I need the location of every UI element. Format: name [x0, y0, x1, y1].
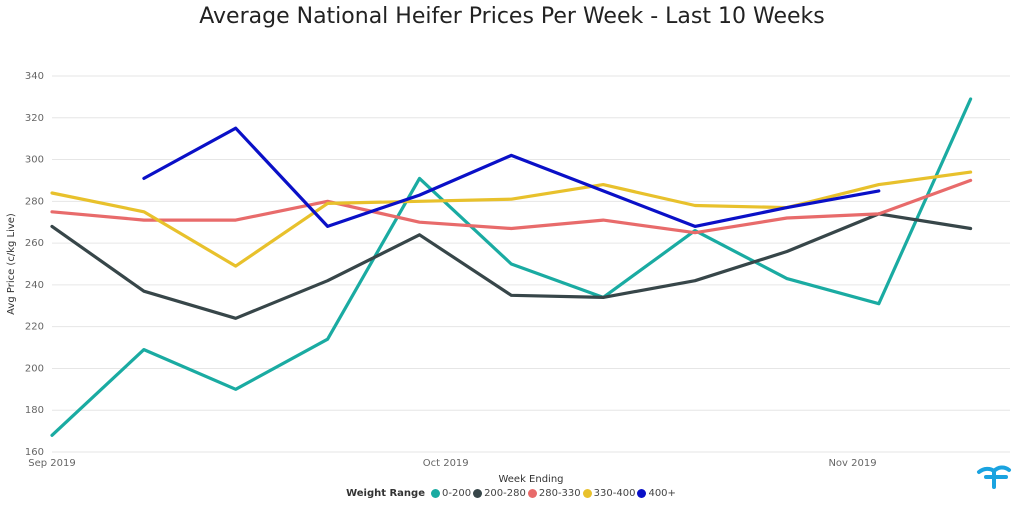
y-tick-label: 320: [25, 113, 44, 124]
legend-title: Weight Range: [346, 488, 425, 499]
y-tick-label: 160: [25, 447, 44, 458]
line-chart: 160 180 200 220 240 260 280 300 320 340 Sep 2019 Oc…: [6, 71, 1010, 485]
y-tick-label: 220: [25, 322, 44, 333]
legend-item-280-330[interactable]: 280-330: [527, 488, 581, 499]
legend-label: 200-280: [484, 488, 526, 499]
y-axis-title: Avg Price (c/kg Live): [6, 213, 17, 315]
y-tick-label: 300: [25, 155, 44, 166]
series-line-400+: [142, 126, 881, 228]
legend-label: 330-400: [593, 488, 636, 499]
series-line-280-330: [50, 178, 973, 235]
x-tick-label: Oct 2019: [423, 458, 469, 469]
legend-label: 280-330: [538, 488, 581, 499]
legend-marker: [637, 489, 647, 498]
y-tick-label: 180: [25, 405, 44, 416]
legend-marker: [431, 489, 440, 498]
legend-item-0-200[interactable]: 0-200: [431, 488, 471, 499]
chart-title: Average National Heifer Prices Per Week …: [199, 4, 825, 29]
y-tick-label: 280: [25, 196, 44, 207]
brand-logo-icon: [977, 465, 1011, 489]
series-line-200-280: [50, 212, 973, 320]
x-axis-title: Week Ending: [498, 474, 563, 485]
x-tick-label: Sep 2019: [28, 458, 75, 469]
y-tick-label: 260: [25, 238, 44, 249]
legend-item-200-280[interactable]: 200-280: [473, 488, 526, 499]
legend-item-400+[interactable]: 400+: [637, 488, 676, 499]
legend: Weight Range 0-200 200-280 280-330 330-400 4…: [0, 488, 1024, 499]
legend-marker: [473, 489, 483, 498]
y-tick-label: 200: [25, 363, 44, 374]
legend-label: 400+: [648, 488, 676, 499]
x-tick-label: Nov 2019: [828, 458, 876, 469]
legend-label: 0-200: [442, 488, 472, 499]
legend-items: 0-200 200-280 280-330 330-400 400+: [431, 488, 678, 499]
series-line-330-400: [50, 170, 973, 268]
y-tick-label: 240: [25, 280, 44, 291]
legend-item-330-400[interactable]: 330-400: [582, 488, 636, 499]
legend-marker: [582, 489, 592, 498]
series-line-0-200: [50, 97, 973, 437]
legend-marker: [527, 489, 537, 498]
y-tick-label: 340: [25, 71, 44, 82]
